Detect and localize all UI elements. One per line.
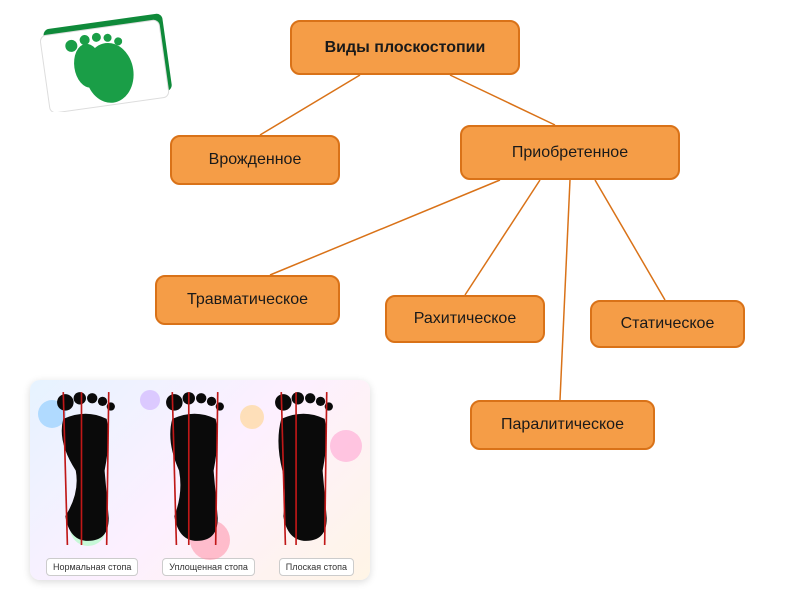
node-static: Статическое [590, 300, 745, 348]
node-label: Травматическое [187, 291, 308, 309]
node-congenital: Врожденное [170, 135, 340, 185]
node-traumatic: Травматическое [155, 275, 340, 325]
node-label: Рахитическое [414, 310, 516, 328]
node-acquired: Приобретенное [460, 125, 680, 180]
node-rachitic: Рахитическое [385, 295, 545, 343]
chart-label-flattened: Уплощенная стопа [162, 558, 255, 576]
node-label: Паралитическое [501, 416, 624, 434]
footprint-0 [41, 390, 141, 550]
footprint-icon [40, 12, 190, 112]
node-paralytic: Паралитическое [470, 400, 655, 450]
chart-label-flat: Плоская стопа [279, 558, 354, 576]
node-label: Врожденное [209, 151, 302, 169]
chart-label-normal: Нормальная стопа [46, 558, 138, 576]
node-label: Виды плоскостопии [325, 39, 486, 57]
node-root: Виды плоскостопии [290, 20, 520, 75]
node-label: Статическое [621, 315, 715, 333]
node-label: Приобретенное [512, 144, 628, 162]
footprint-2 [259, 390, 359, 550]
footprint-chart: Нормальная стопа Уплощенная стопа Плоска… [30, 380, 370, 580]
footprint-1 [150, 390, 250, 550]
